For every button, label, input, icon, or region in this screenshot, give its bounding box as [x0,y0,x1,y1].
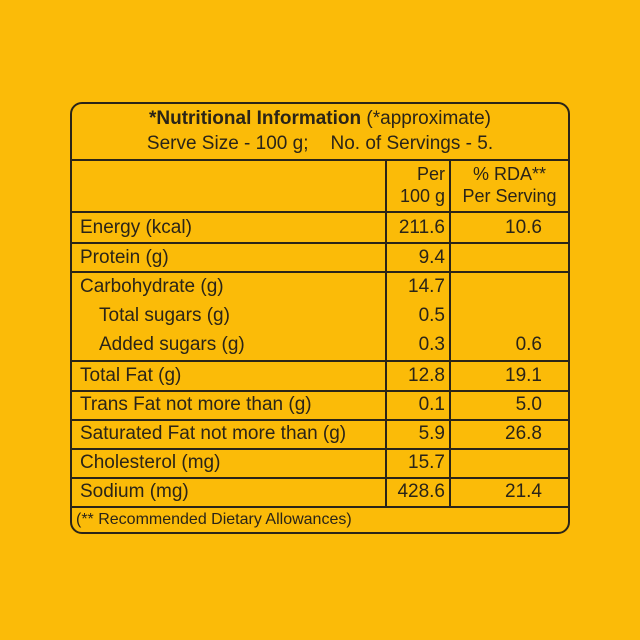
title-approx-note: (*approximate) [366,108,492,129]
table-row: Cholesterol (mg) 15.7 [72,449,568,477]
column-header-per-line1: Per [416,164,445,184]
column-header-per-100g: Per 100 g [387,163,449,207]
nutrient-name: Total sugars (g) [99,305,230,326]
table-row: Trans Fat not more than (g) 0.1 5.0 [72,391,568,419]
column-divider-1 [385,161,387,506]
number-of-servings: No. of Servings - 5. [330,133,494,154]
row-divider [72,271,568,273]
table-row: Energy (kcal) 211.6 10.6 [72,214,568,242]
per-100g-value: 12.8 [408,365,445,386]
per-100g-value: 0.1 [418,394,445,415]
table-bottom-divider [72,506,568,508]
rda-value: 5.0 [515,394,542,415]
per-100g-value: 211.6 [398,217,445,238]
rda-value: 21.4 [505,481,542,502]
nutrient-name: Energy (kcal) [80,217,192,238]
row-divider [72,477,568,479]
row-divider [72,419,568,421]
nutrition-panel: *Nutritional Information (*approximate) … [70,102,570,534]
rda-value: 10.6 [505,217,542,238]
per-100g-value: 15.7 [408,452,445,473]
nutrient-name: Total Fat (g) [80,365,182,386]
column-header-rda-line1: % RDA** [472,164,547,184]
column-divider-2 [449,161,451,506]
rda-footnote: (** Recommended Dietary Allowances) [76,511,352,528]
nutrient-name: Cholesterol (mg) [80,452,221,473]
per-100g-value: 0.3 [418,334,445,355]
title-bold: *Nutritional Information [148,108,362,129]
table-row: Saturated Fat not more than (g) 5.9 26.8 [72,420,568,448]
table-row: Carbohydrate (g) 14.7 [72,273,568,301]
nutrient-name: Sodium (mg) [80,481,189,502]
per-100g-value: 5.9 [418,423,445,444]
rda-value: 0.6 [515,334,542,355]
column-header-per-line2: 100 g [399,186,445,206]
per-100g-value: 0.5 [418,305,445,326]
serving-info: Serve Size - 100 g; No. of Servings - 5. [72,132,568,156]
nutrition-title: *Nutritional Information (*approximate) [72,107,568,131]
table-row: Added sugars (g) 0.3 0.6 [72,331,568,359]
nutrition-title-block: *Nutritional Information (*approximate) … [72,104,568,161]
column-header-rda: % RDA** Per Serving [451,163,568,207]
nutrient-name: Saturated Fat not more than (g) [80,423,347,444]
nutrient-name: Trans Fat not more than (g) [80,394,312,415]
header-divider [72,211,568,213]
table-row: Sodium (mg) 428.6 21.4 [72,478,568,506]
table-row: Total Fat (g) 12.8 19.1 [72,362,568,390]
rda-value: 26.8 [505,423,542,444]
per-100g-value: 428.6 [397,481,445,502]
per-100g-value: 9.4 [418,247,445,268]
column-header-rda-line2: Per Serving [462,186,557,206]
nutrient-name: Carbohydrate (g) [80,276,224,297]
row-divider [72,242,568,244]
nutrient-name: Protein (g) [80,247,169,268]
row-divider [72,360,568,362]
row-divider [72,390,568,392]
per-100g-value: 14.7 [408,276,445,297]
table-row: Protein (g) 9.4 [72,244,568,272]
nutrient-name: Added sugars (g) [99,334,245,355]
rda-value: 19.1 [505,365,542,386]
serve-size: Serve Size - 100 g; [146,133,309,154]
row-divider [72,448,568,450]
table-row: Total sugars (g) 0.5 [72,302,568,330]
